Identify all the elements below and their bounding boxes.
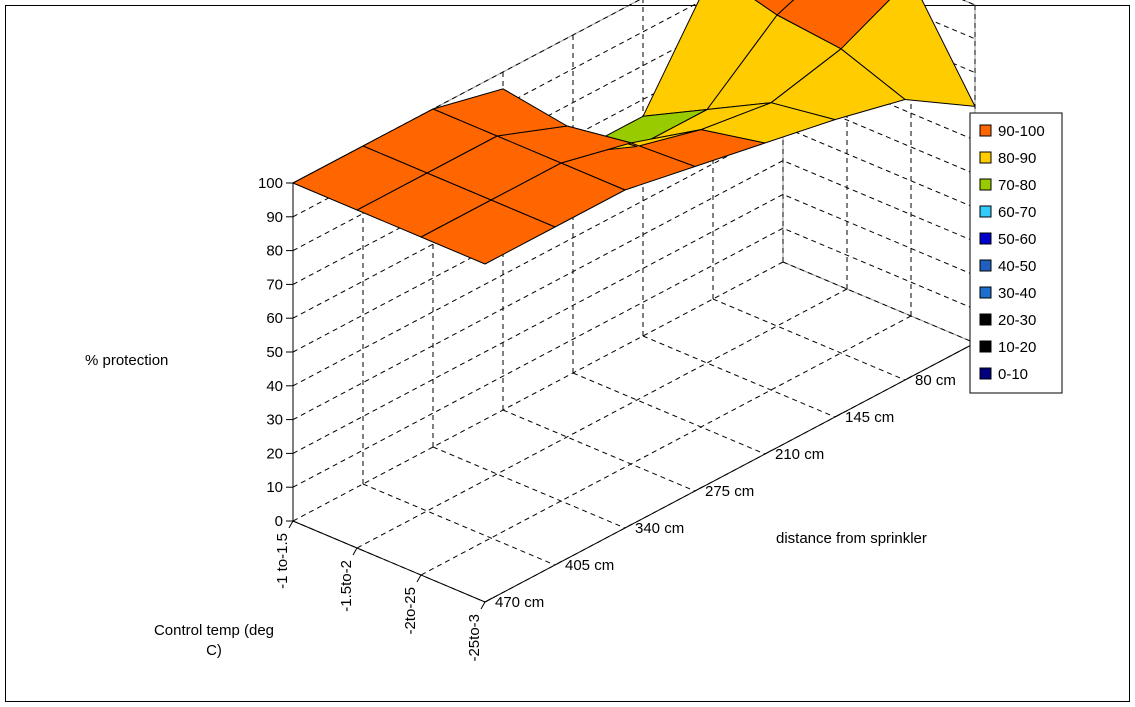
temp-axis-title-line: Control temp (deg bbox=[154, 622, 274, 639]
legend-swatch bbox=[979, 232, 992, 245]
legend-label: 60-70 bbox=[998, 204, 1036, 221]
z-tick-label: 20 bbox=[266, 445, 283, 462]
z-tick-label: 70 bbox=[266, 276, 283, 293]
distance-tick bbox=[484, 597, 493, 603]
chart-labels: 0 10 20 30 40 50 60 70 80 90 100 -1 to-1.5 -1.5to-2 -… bbox=[85, 175, 1026, 662]
z-tick-label: 10 bbox=[266, 479, 283, 496]
distance-tick bbox=[624, 523, 633, 529]
temp-axis-line bbox=[292, 520, 486, 603]
legend-label: 20-30 bbox=[998, 312, 1036, 329]
z-tick-label: 60 bbox=[266, 310, 283, 327]
floor-gridline-distance bbox=[362, 483, 556, 566]
distance-tick-label: 470 cm bbox=[495, 594, 544, 611]
legend-label: 40-50 bbox=[998, 258, 1036, 275]
temp-tick-label: -2to-25 bbox=[402, 587, 419, 635]
floor-gridline-distance bbox=[432, 446, 626, 529]
z-axis-title: % protection bbox=[85, 352, 168, 369]
distance-tick-label: 80 cm bbox=[915, 372, 956, 389]
surface-cell bbox=[292, 145, 428, 211]
z-gridline bbox=[292, 0, 976, 184]
floor-gridline-distance bbox=[712, 298, 906, 381]
z-tick-label: 40 bbox=[266, 378, 283, 395]
z-tick-label: 0 bbox=[275, 513, 283, 530]
distance-tick bbox=[834, 412, 843, 418]
distance-axis-line bbox=[484, 342, 976, 603]
temp-tick-label: -1 to-1.5 bbox=[274, 533, 291, 589]
legend-label: 90-100 bbox=[998, 123, 1045, 140]
temp-tick bbox=[480, 601, 486, 610]
floor-gridline-temp bbox=[356, 288, 848, 549]
floor-gridline-distance bbox=[782, 261, 976, 344]
chart-legend: 90-100 80-90 70-80 60-70 50-60 40-50 30-40 20-3… bbox=[969, 112, 1063, 394]
distance-tick bbox=[764, 449, 773, 455]
legend-label: 50-60 bbox=[998, 231, 1036, 248]
legend-swatch bbox=[979, 340, 992, 353]
legend-label: 80-90 bbox=[998, 150, 1036, 167]
floor-gridline-distance bbox=[502, 409, 696, 492]
floor-gridline-temp bbox=[420, 315, 912, 576]
legend-swatch bbox=[979, 259, 992, 272]
legend-label: 10-20 bbox=[998, 339, 1036, 356]
distance-tick bbox=[694, 486, 703, 492]
legend-label: 70-80 bbox=[998, 177, 1036, 194]
z-tick-label: 80 bbox=[266, 243, 283, 260]
distance-tick-label: 340 cm bbox=[635, 520, 684, 537]
chart-axes bbox=[286, 182, 983, 610]
legend-swatch bbox=[979, 205, 992, 218]
distance-tick-label: 275 cm bbox=[705, 483, 754, 500]
z-tick-label: 90 bbox=[266, 209, 283, 226]
temp-axis-title: Control temp (deg C) bbox=[154, 622, 274, 659]
temp-tick bbox=[352, 547, 358, 556]
distance-tick-label: 405 cm bbox=[565, 557, 614, 574]
temp-tick-label: -25to-3 bbox=[466, 614, 483, 662]
surface-plot bbox=[292, 0, 976, 265]
distance-axis-title: distance from sprinkler bbox=[776, 530, 927, 547]
distance-tick bbox=[904, 375, 913, 381]
legend-swatch bbox=[979, 124, 992, 137]
floor-gridline-distance bbox=[642, 335, 836, 418]
legend-label: 30-40 bbox=[998, 285, 1036, 302]
chart-frame bbox=[5, 5, 1130, 702]
floor-gridline-distance bbox=[572, 372, 766, 455]
legend-swatch bbox=[979, 367, 992, 380]
floor-gridline-temp bbox=[292, 261, 784, 522]
z-gridline bbox=[292, 92, 976, 353]
z-tick-label: 50 bbox=[266, 344, 283, 361]
z-tick-label: 100 bbox=[258, 175, 283, 192]
distance-tick-label: 145 cm bbox=[845, 409, 894, 426]
legend-swatch bbox=[979, 151, 992, 164]
z-tick-label: 30 bbox=[266, 412, 283, 429]
temp-axis-title-line: C) bbox=[206, 642, 222, 659]
legend-label: 0-10 bbox=[998, 366, 1028, 383]
z-gridline bbox=[292, 227, 976, 488]
temp-tick bbox=[416, 574, 422, 583]
temp-tick bbox=[288, 520, 294, 529]
temp-tick-label: -1.5to-2 bbox=[338, 560, 355, 612]
legend-swatch bbox=[979, 286, 992, 299]
distance-tick-label: 210 cm bbox=[775, 446, 824, 463]
legend-swatch bbox=[979, 313, 992, 326]
legend-swatch bbox=[979, 178, 992, 191]
distance-tick bbox=[554, 560, 563, 566]
